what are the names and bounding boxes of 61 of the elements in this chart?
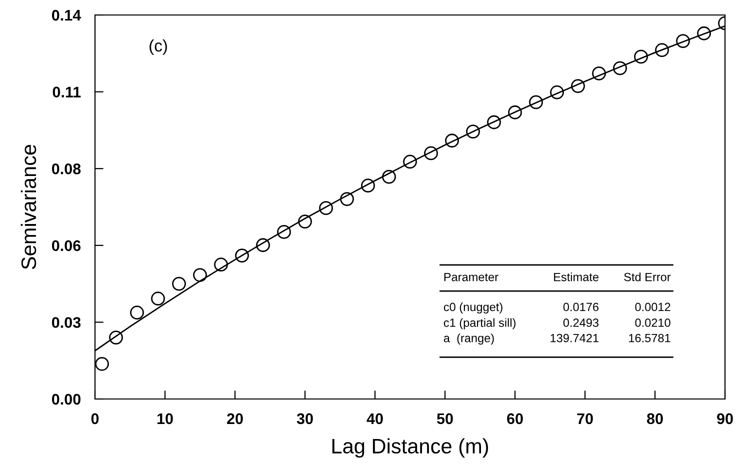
x-tick-label: 30 bbox=[296, 413, 313, 424]
annotation: 0.2493 bbox=[563, 318, 598, 327]
y-tick-label: 0.00 bbox=[52, 394, 80, 405]
y-tick-label: 0.14 bbox=[52, 10, 82, 21]
point bbox=[109, 330, 123, 345]
annotation: (c) bbox=[150, 39, 167, 55]
y-axis-title: Semivariance bbox=[20, 144, 36, 270]
point bbox=[487, 115, 501, 130]
point bbox=[466, 124, 480, 139]
point bbox=[298, 214, 312, 228]
y-tick-label: 0.08 bbox=[52, 163, 81, 174]
annotation: 0.0012 bbox=[635, 302, 670, 312]
point bbox=[382, 170, 396, 184]
x-tick-label: 40 bbox=[366, 413, 383, 424]
x-tick-label: 20 bbox=[227, 413, 243, 424]
point bbox=[592, 66, 606, 80]
point bbox=[550, 85, 564, 100]
point bbox=[340, 192, 354, 206]
point bbox=[424, 146, 438, 160]
point bbox=[130, 306, 144, 320]
point bbox=[256, 238, 270, 252]
annotation: Estimate bbox=[554, 272, 598, 282]
annotation: 16.5781 bbox=[629, 334, 670, 342]
point bbox=[151, 292, 165, 306]
annotation: c1 (partial sill) bbox=[444, 318, 516, 330]
x-tick-label: 0 bbox=[91, 413, 99, 424]
point bbox=[277, 225, 291, 239]
point bbox=[613, 61, 627, 76]
annotation: Std Error bbox=[624, 272, 671, 282]
point bbox=[319, 201, 333, 216]
point bbox=[445, 134, 459, 148]
x-tick-label: 60 bbox=[507, 413, 523, 424]
point bbox=[508, 105, 522, 120]
point bbox=[529, 95, 543, 110]
point bbox=[676, 34, 690, 48]
annotation: a (range) bbox=[444, 334, 494, 345]
point bbox=[361, 178, 375, 193]
annotation: 0.0210 bbox=[635, 318, 670, 327]
y-tick-label: 0.11 bbox=[52, 86, 81, 98]
x-tick-label: 10 bbox=[157, 413, 173, 424]
point bbox=[214, 258, 228, 272]
point bbox=[235, 248, 249, 262]
x-tick-label: 90 bbox=[717, 413, 733, 424]
point bbox=[95, 356, 109, 371]
x-tick-label: 80 bbox=[646, 413, 663, 424]
x-tick-label: 50 bbox=[436, 413, 453, 424]
point bbox=[571, 79, 585, 93]
point bbox=[655, 43, 669, 58]
x-tick-label: 70 bbox=[577, 413, 593, 424]
point bbox=[172, 276, 186, 291]
x-axis-title: Lag Distance (m) bbox=[332, 438, 488, 458]
annotation: c0 (nugget) bbox=[444, 302, 502, 314]
point bbox=[403, 154, 417, 169]
point bbox=[697, 26, 711, 40]
point bbox=[634, 50, 648, 64]
annotation: Parameter bbox=[444, 272, 498, 282]
y-tick-label: 0.03 bbox=[52, 317, 81, 328]
y-tick-label: 0.06 bbox=[52, 240, 81, 252]
annotation: 139.7421 bbox=[550, 334, 598, 342]
annotation: 0.0176 bbox=[563, 302, 598, 312]
point bbox=[193, 268, 207, 282]
